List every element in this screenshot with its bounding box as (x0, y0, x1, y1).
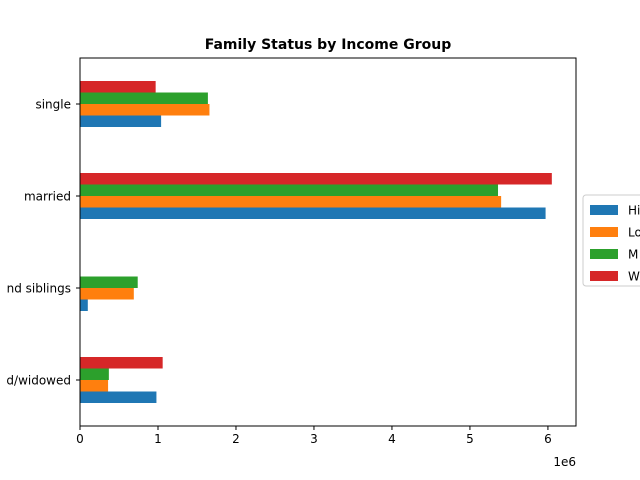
x-tick-label: 2 (232, 432, 240, 446)
x-tick-label: 4 (388, 432, 396, 446)
y-tick-label: single (35, 98, 71, 112)
x-tick-label: 6 (544, 432, 552, 446)
y-tick-label: d/widowed (6, 374, 71, 388)
legend-swatch (590, 271, 618, 281)
legend-frame (582, 194, 640, 287)
x-tick-label: 0 (76, 432, 84, 446)
y-tick-label: married (24, 190, 71, 204)
plot-frame (79, 57, 577, 427)
x-tick-label: 5 (466, 432, 474, 446)
chart-title: Family Status by Income Group (205, 37, 452, 53)
bar-low-2 (80, 288, 134, 300)
x-tick-label: 1 (154, 432, 162, 446)
bar-wealthy-1 (80, 173, 552, 185)
legend-swatch (590, 227, 618, 237)
bar-low-3 (80, 380, 109, 392)
legend-label: Lo (628, 226, 640, 240)
y-tick-label: nd siblings (7, 282, 71, 296)
legend-swatch (590, 249, 618, 259)
bars-layer (80, 81, 552, 403)
bar-high-1 (80, 207, 546, 219)
bar-wealthy-3 (80, 357, 163, 369)
bar-low-1 (80, 196, 502, 208)
legend-label: Hi (628, 204, 640, 218)
x-tick-label: 3 (310, 432, 318, 446)
legend: Hi Lo MW (582, 194, 640, 287)
bar-middle-0 (80, 92, 208, 104)
bar-high-0 (80, 115, 162, 127)
bar-middle-1 (80, 184, 499, 196)
legend-label: M (628, 248, 638, 262)
legend-label: W (628, 270, 640, 284)
x-offset-label: 1e6 (553, 455, 576, 469)
bar-middle-2 (80, 276, 138, 288)
bar-wealthy-0 (80, 81, 156, 93)
legend-swatch (590, 205, 618, 215)
bar-low-0 (80, 104, 210, 116)
bar-high-3 (80, 391, 157, 403)
bar-high-2 (80, 299, 88, 311)
bar-middle-3 (80, 368, 109, 380)
